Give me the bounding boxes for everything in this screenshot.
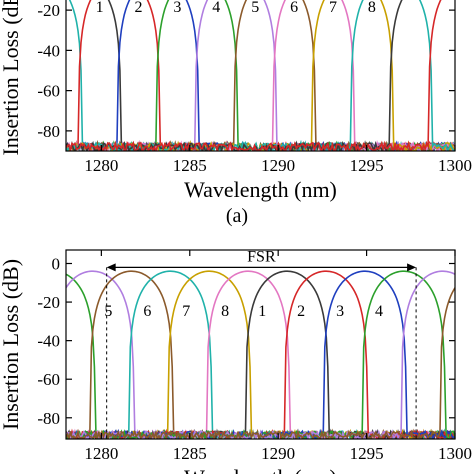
spectrum-curve — [66, 270, 455, 439]
fsr-arrow-head-right — [407, 263, 417, 272]
spectrum-curve — [66, 0, 455, 151]
spectrum-curve — [66, 270, 455, 439]
spectrum-curve — [66, 0, 455, 151]
spectrum-curve — [66, 0, 455, 151]
x-tick-label: 1285 — [173, 444, 207, 463]
channel-label: 5 — [251, 0, 259, 16]
spectrum-curve — [66, 270, 455, 439]
spectrum-curve — [66, 270, 455, 439]
y-axis-title-a: Insertion Loss (dB) — [0, 0, 23, 156]
y-axis-title-b: Insertion Loss (dB) — [0, 259, 23, 430]
spectrum-curve — [66, 270, 455, 439]
spectrum-curve — [66, 0, 455, 151]
y-tick-label: -20 — [37, 293, 60, 312]
chart-panel-a: 1 2 3 4 5 6 7 8 1280 1285 1290 1295 1300 -20 -40 -60 -8… — [0, 0, 472, 227]
spectrum-curve — [66, 0, 455, 151]
spectrum-curve — [66, 0, 455, 151]
spectrum-curve — [66, 270, 455, 439]
fsr-annotation: FSR — [106, 248, 417, 439]
channel-label: 2 — [297, 303, 305, 320]
channel-label: 6 — [143, 303, 151, 320]
x-tick-label: 1280 — [84, 156, 118, 175]
spectra-curves-a — [66, 0, 455, 151]
channel-label: 8 — [368, 0, 376, 16]
channel-label: 1 — [96, 0, 104, 16]
panel-label-a: (a) — [226, 205, 248, 227]
plot-frame-b — [65, 249, 456, 440]
spectrum-curve — [107, 0, 455, 151]
spectrum-curve — [68, 0, 455, 151]
channel-label: 8 — [221, 303, 229, 320]
x-tick-label: 1295 — [350, 156, 384, 175]
channel-label: 2 — [134, 0, 142, 16]
plot-frame-a — [65, 0, 456, 152]
channel-label: 1 — [258, 303, 266, 320]
spectrum-curve — [66, 270, 455, 439]
y-tick-label: -60 — [37, 370, 60, 389]
fsr-arrow-head-left — [106, 263, 116, 272]
y-tick-label: -20 — [37, 1, 60, 20]
channel-label: 3 — [173, 0, 181, 16]
spectrum-curve — [66, 270, 455, 439]
x-tick-label: 1290 — [261, 156, 295, 175]
spectrum-curve — [66, 270, 455, 439]
spectrum-curve — [66, 0, 442, 151]
x-axis-title-a: Wavelength (nm) — [184, 177, 337, 202]
spectrum-curve — [66, 0, 455, 151]
x-axis-title-b: Wavelength (nm) — [184, 465, 337, 474]
x-tick-label: 1295 — [350, 444, 384, 463]
channel-label: 4 — [212, 0, 220, 16]
axis-ticks-a: 1280 1285 1290 1295 1300-20-40-60-80 — [37, 1, 472, 175]
spectra-curves-b — [66, 270, 455, 439]
spectrum-curve — [66, 270, 455, 439]
x-tick-label: 1300 — [438, 444, 472, 463]
chart-panel-b: 5 6 7 8 1 2 3 4 FSR 1280 1285 1290 1295 1300 0 -20 -40… — [0, 248, 472, 474]
channel-label: 4 — [375, 303, 383, 320]
channel-label: 6 — [290, 0, 298, 16]
channel-label: 7 — [182, 303, 190, 320]
channel-label: 7 — [329, 0, 337, 16]
y-tick-label: -80 — [37, 409, 60, 428]
spectrum-curve — [66, 287, 455, 439]
y-tick-label: 0 — [52, 255, 61, 274]
y-tick-label: -40 — [37, 332, 60, 351]
spectrum-curve — [66, 0, 455, 151]
y-tick-label: -80 — [37, 122, 60, 141]
x-tick-label: 1285 — [173, 156, 207, 175]
x-tick-label: 1280 — [84, 444, 118, 463]
channel-label: 3 — [336, 303, 344, 320]
channel-labels-b: 5 6 7 8 1 2 3 4 — [104, 303, 383, 320]
y-tick-label: -60 — [37, 82, 60, 101]
x-tick-label: 1290 — [261, 444, 295, 463]
y-tick-label: -40 — [37, 41, 60, 60]
x-tick-label: 1300 — [438, 156, 472, 175]
channel-label: 5 — [104, 303, 112, 320]
channel-labels-a: 1 2 3 4 5 6 7 8 — [96, 0, 376, 16]
spectrum-curve — [66, 0, 403, 151]
fsr-label: FSR — [247, 248, 276, 265]
